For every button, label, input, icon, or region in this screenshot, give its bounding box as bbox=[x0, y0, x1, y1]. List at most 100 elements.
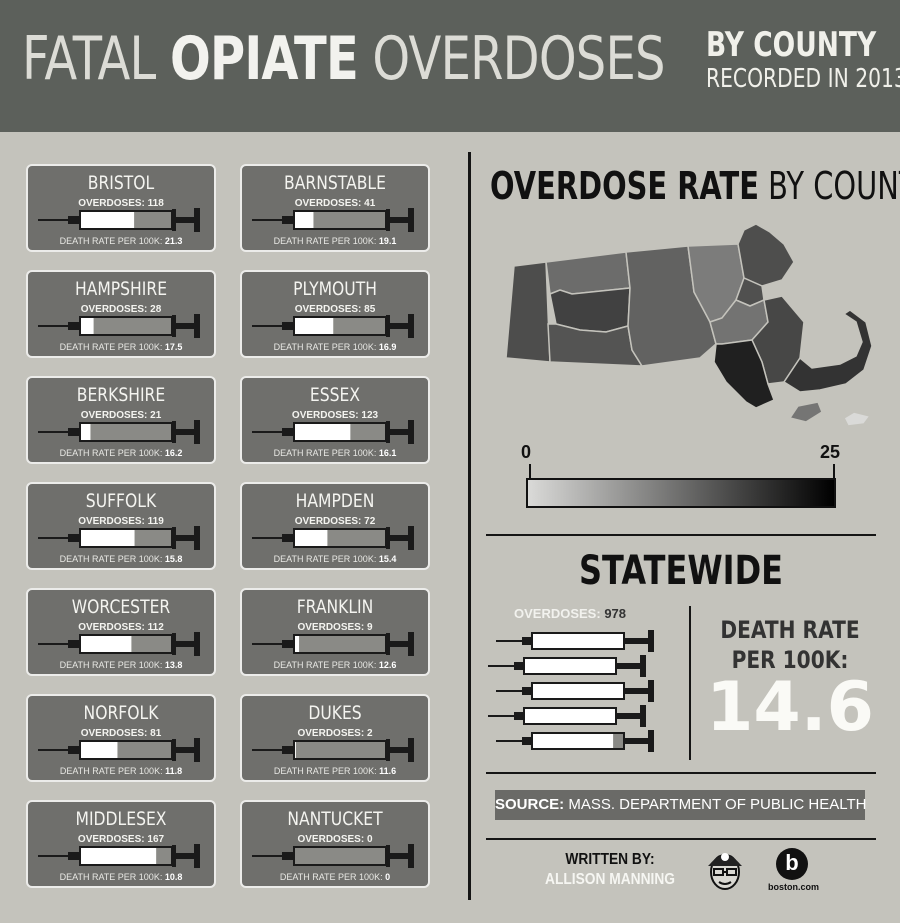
syringe-plunger-rod bbox=[172, 429, 194, 435]
county-overdoses: OVERDOSES: 123 bbox=[242, 410, 428, 421]
overdoses-label: OVERDOSES: bbox=[297, 834, 365, 845]
overdoses-value: 41 bbox=[364, 198, 376, 209]
county-rate: DEATH RATE PER 100K: 10.8 bbox=[28, 872, 214, 882]
overdoses-label: OVERDOSES: bbox=[294, 198, 362, 209]
county-rate: DEATH RATE PER 100K: 16.1 bbox=[242, 448, 428, 458]
county-rate: DEATH RATE PER 100K: 11.6 bbox=[242, 766, 428, 776]
county-rate: DEATH RATE PER 100K: 16.2 bbox=[28, 448, 214, 458]
scale-ticks bbox=[529, 464, 835, 478]
syringe-hub bbox=[68, 534, 80, 542]
syringe-plunger-cap bbox=[408, 844, 414, 868]
syringe-hub bbox=[282, 428, 294, 436]
syringe-bar bbox=[38, 420, 200, 444]
syringe-plunger-rod bbox=[172, 535, 194, 541]
rate-label: DEATH RATE PER 100K: bbox=[273, 236, 377, 246]
statewide-syringe bbox=[496, 730, 654, 752]
map-title-rest: BY COUNTY bbox=[768, 164, 900, 208]
syringe-plunger-rod bbox=[624, 688, 648, 694]
syringe-bar bbox=[252, 526, 414, 550]
syringe-plunger-rod bbox=[386, 747, 408, 753]
overdoses-label: OVERDOSES: bbox=[78, 198, 145, 209]
header-banner: FATAL OPIATE OVERDOSES BY COUNTY RECORDE… bbox=[0, 0, 900, 132]
county-name: NORFOLK bbox=[83, 702, 159, 724]
boston-logo-text: boston.com bbox=[768, 882, 819, 892]
county-card: PLYMOUTH OVERDOSES: 85 DEATH RATE PER 100K… bbox=[240, 270, 430, 358]
syringe-plunger-rod bbox=[616, 663, 640, 669]
syringe-bar bbox=[252, 632, 414, 656]
overdoses-label: OVERDOSES: bbox=[291, 410, 359, 421]
syringe-fill bbox=[533, 634, 623, 648]
county-overdoses: OVERDOSES: 41 bbox=[242, 198, 428, 209]
syringe-fill bbox=[295, 742, 296, 758]
rate-value: 13.8 bbox=[164, 660, 183, 670]
county-overdoses: OVERDOSES: 81 bbox=[28, 728, 214, 739]
statewide-syringe bbox=[488, 655, 646, 677]
syringe-plunger-rod bbox=[172, 747, 194, 753]
county-overdoses: OVERDOSES: 112 bbox=[28, 622, 214, 633]
county-berkshire bbox=[505, 261, 551, 363]
county-name: HAMPDEN bbox=[295, 490, 375, 512]
rate-value: 11.8 bbox=[165, 766, 183, 776]
county-rate: DEATH RATE PER 100K: 15.8 bbox=[28, 554, 214, 564]
syringe-barrel bbox=[79, 316, 173, 336]
syringe-hub bbox=[282, 746, 294, 754]
syringe-fill bbox=[295, 212, 314, 228]
statewide-divider bbox=[689, 606, 691, 760]
overdoses-value: 119 bbox=[147, 516, 164, 527]
syringe-plunger-rod bbox=[386, 429, 408, 435]
syringe-plunger-rod bbox=[624, 738, 648, 744]
statewide-syringe bbox=[488, 705, 646, 727]
syringe-plunger-rod bbox=[386, 323, 408, 329]
vertical-divider bbox=[468, 152, 471, 900]
title-side: BY COUNTY RECORDED IN 2013 bbox=[706, 26, 900, 94]
author-name: ALLISON MANNING bbox=[545, 871, 675, 888]
syringe-hub bbox=[282, 322, 294, 330]
syringe-barrel bbox=[293, 634, 387, 654]
county-card: BARNSTABLE OVERDOSES: 41 DEATH RATE PER 10… bbox=[240, 164, 430, 252]
syringe-hub bbox=[68, 852, 80, 860]
syringe-plunger-cap bbox=[408, 208, 414, 232]
county-name: DUKES bbox=[308, 702, 362, 724]
syringe-flange bbox=[386, 315, 390, 337]
syringe-fill bbox=[295, 318, 334, 334]
syringe-hub bbox=[514, 662, 524, 670]
syringe-plunger-rod bbox=[386, 853, 408, 859]
county-overdoses: OVERDOSES: 9 bbox=[242, 622, 428, 633]
rate-label: DEATH RATE PER 100K: bbox=[59, 554, 163, 564]
syringe-fill bbox=[81, 848, 157, 864]
page-title: FATAL OPIATE OVERDOSES bbox=[22, 14, 665, 104]
syringe-flange bbox=[386, 421, 390, 443]
county-barnstable bbox=[782, 309, 873, 393]
county-name: SUFFOLK bbox=[85, 490, 157, 512]
statewide-rate-label-line2: PER 100K: bbox=[731, 646, 849, 674]
syringe-flange bbox=[172, 845, 176, 867]
county-overdoses: OVERDOSES: 167 bbox=[28, 834, 214, 845]
syringe-plunger-cap bbox=[408, 314, 414, 338]
syringe-barrel bbox=[293, 846, 387, 866]
syringe-hub bbox=[522, 637, 532, 645]
syringe-hub bbox=[68, 428, 80, 436]
county-card: SUFFOLK OVERDOSES: 119 DEATH RATE PER 100K… bbox=[26, 482, 216, 570]
county-overdoses: OVERDOSES: 0 bbox=[242, 834, 428, 845]
syringe-plunger-cap bbox=[408, 420, 414, 444]
county-overdoses: OVERDOSES: 118 bbox=[28, 198, 214, 209]
rate-label: DEATH RATE PER 100K: bbox=[273, 448, 377, 458]
county-rate: DEATH RATE PER 100K: 13.8 bbox=[28, 660, 214, 670]
rate-label: DEATH RATE PER 100K: bbox=[273, 554, 377, 564]
syringe-flange bbox=[172, 421, 176, 443]
rate-value: 21.3 bbox=[164, 236, 183, 246]
county-card: ESSEX OVERDOSES: 123 DEATH RATE PER 100K: … bbox=[240, 376, 430, 464]
county-name: BARNSTABLE bbox=[284, 172, 386, 194]
county-rate: DEATH RATE PER 100K: 21.3 bbox=[28, 236, 214, 246]
syringe-fill bbox=[525, 709, 615, 723]
statewide-rate-value: 14.6 bbox=[706, 668, 874, 747]
syringe-plunger-rod bbox=[616, 713, 640, 719]
syringe-plunger-rod bbox=[386, 217, 408, 223]
source-credit: SOURCE: MASS. DEPARTMENT OF PUBLIC HEALT… bbox=[495, 790, 866, 820]
syringe-plunger-cap bbox=[648, 680, 654, 702]
overdoses-value: 167 bbox=[147, 834, 165, 845]
syringe-plunger-rod bbox=[172, 323, 194, 329]
syringe-plunger-rod bbox=[386, 641, 408, 647]
syringe-plunger-rod bbox=[172, 853, 194, 859]
rate-value: 11.6 bbox=[379, 766, 397, 776]
